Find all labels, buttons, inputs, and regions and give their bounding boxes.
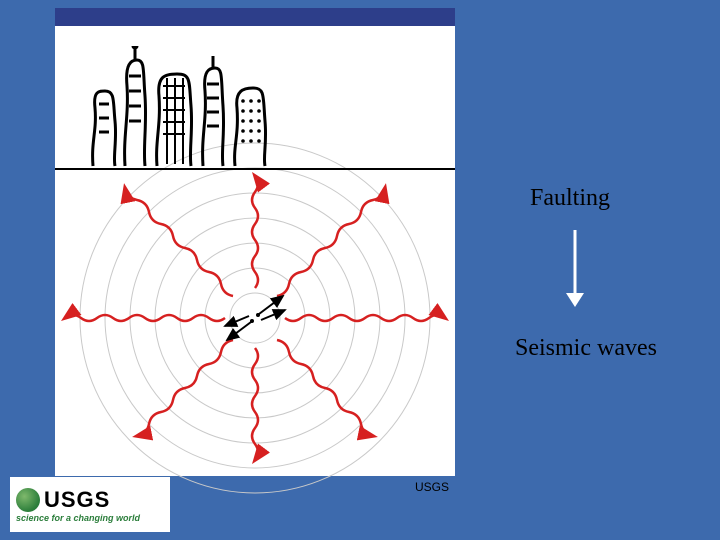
usgs-logo: USGS science for a changing world bbox=[10, 477, 170, 532]
faulting-label: Faulting bbox=[530, 185, 610, 212]
usgs-wordmark: USGS bbox=[44, 487, 110, 513]
credit-text: USGS bbox=[415, 480, 449, 494]
seismic-waves-label: Seismic waves bbox=[515, 335, 657, 362]
panel-top-bar bbox=[55, 8, 455, 26]
fault-slip-arrows bbox=[205, 278, 305, 358]
globe-icon bbox=[16, 488, 40, 512]
ground-line bbox=[55, 168, 455, 170]
diagram-panel bbox=[55, 8, 455, 476]
usgs-logo-text: USGS bbox=[16, 487, 110, 513]
usgs-tagline: science for a changing world bbox=[16, 513, 140, 523]
city-buildings-icon bbox=[85, 46, 285, 168]
down-arrow-icon bbox=[560, 225, 590, 315]
